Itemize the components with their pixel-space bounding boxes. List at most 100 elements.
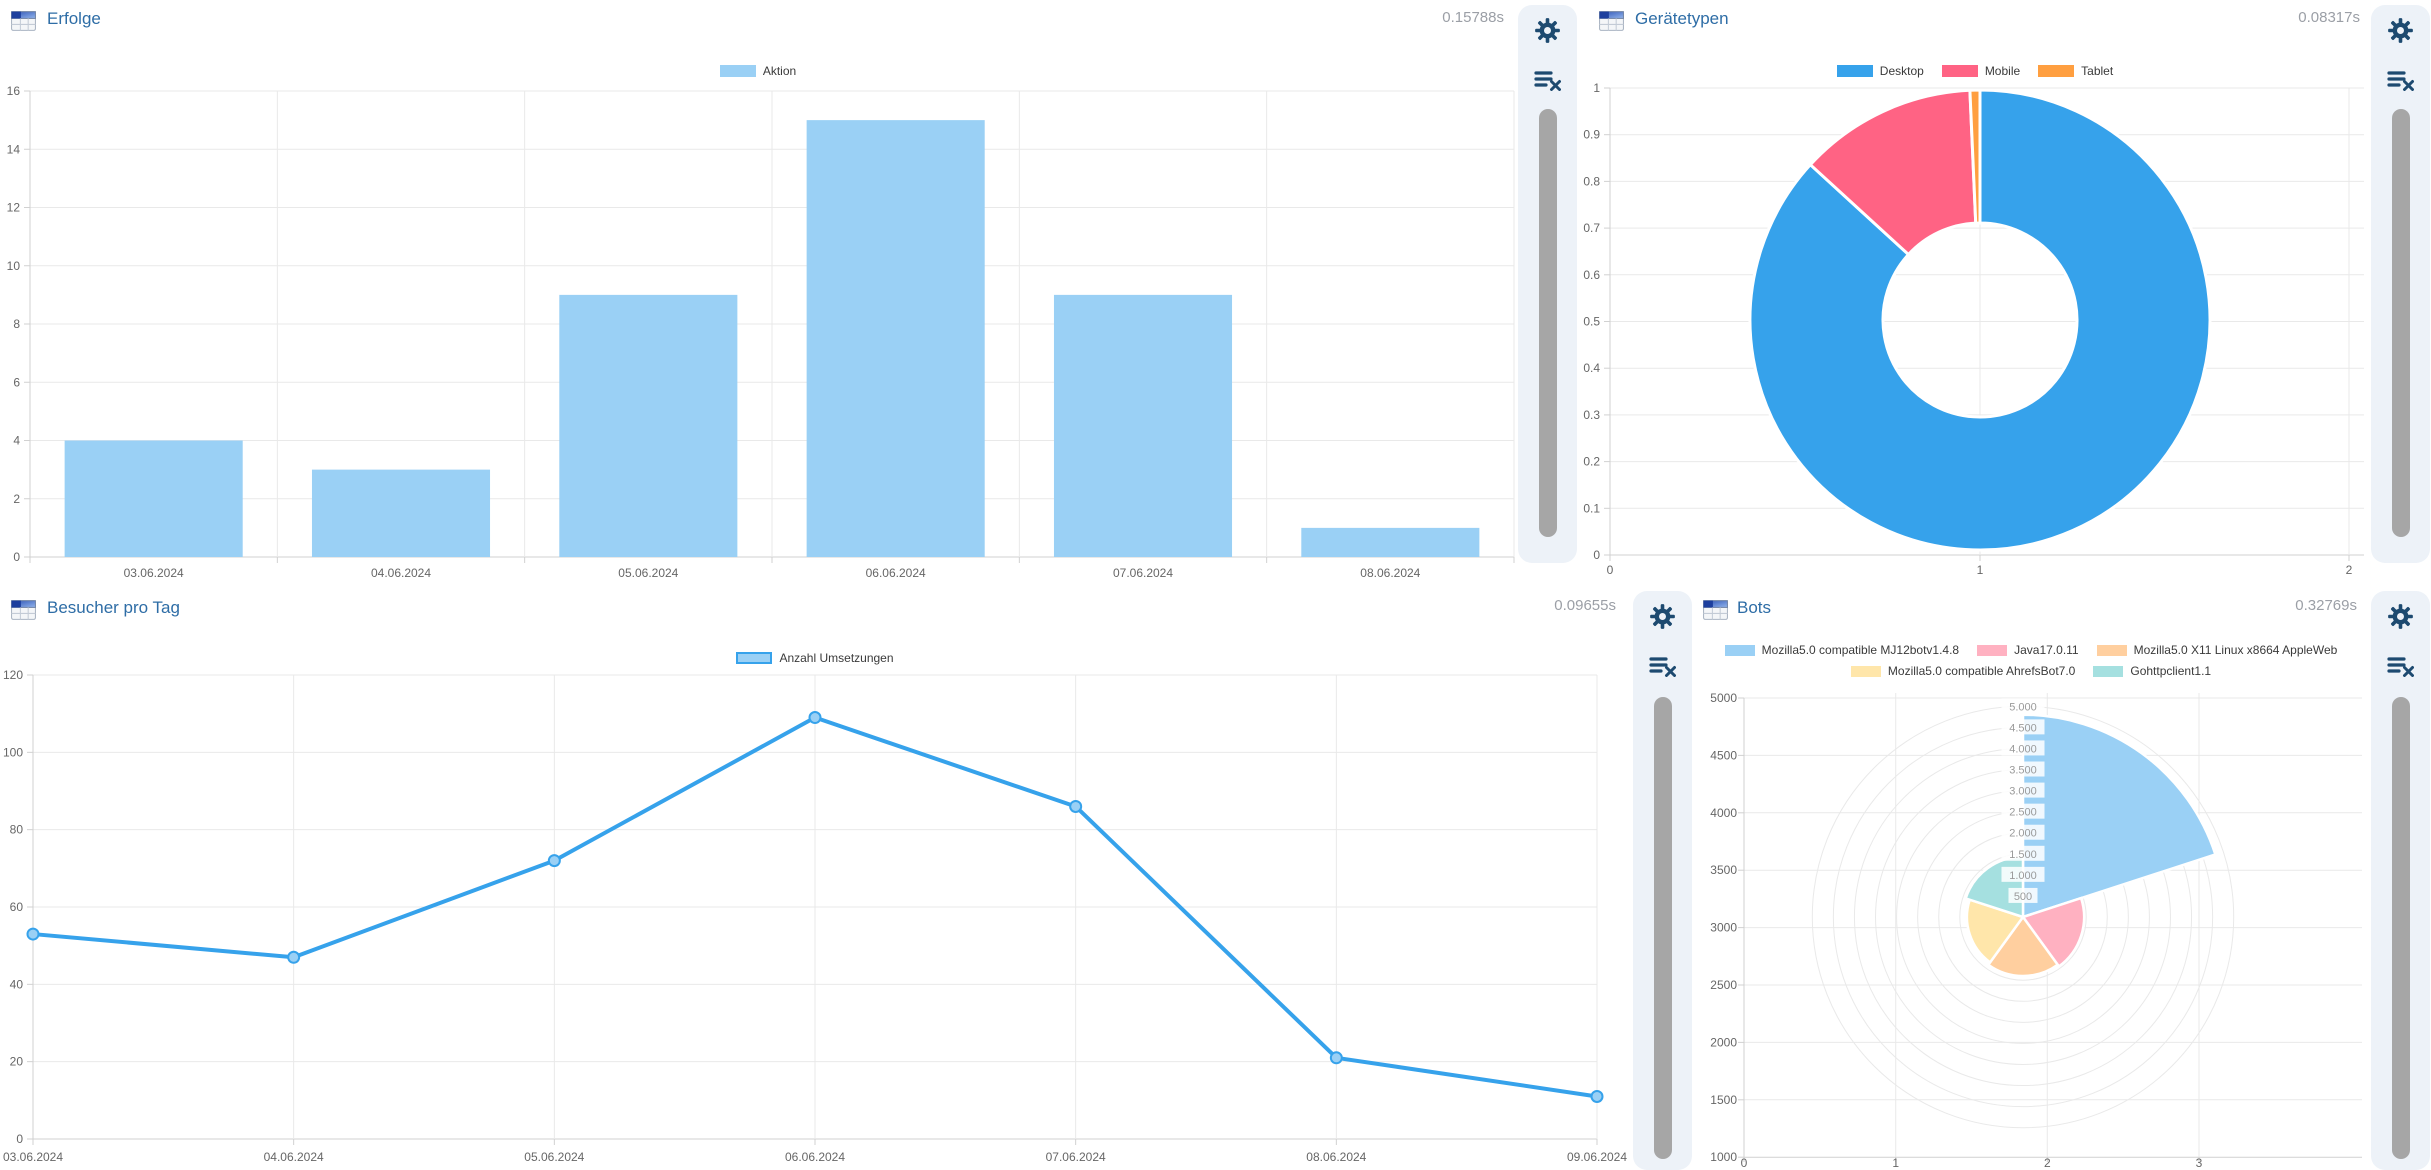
- svg-text:0.9: 0.9: [1583, 128, 1600, 142]
- legend-label: Desktop: [1879, 64, 1924, 78]
- panel-scrollbar[interactable]: [1653, 697, 1672, 1159]
- svg-text:100: 100: [3, 745, 23, 759]
- svg-text:1: 1: [1593, 81, 1600, 95]
- svg-text:4000: 4000: [1710, 806, 1737, 820]
- svg-text:2.000: 2.000: [2009, 828, 2037, 840]
- chart-legend: Mozilla5.0 compatible MJ12botv1.4.8 Java1…: [1701, 643, 2361, 678]
- svg-text:3.500: 3.500: [2009, 765, 2037, 777]
- legend-swatch: [719, 65, 756, 77]
- legend-swatch: [1941, 65, 1978, 77]
- legend-item[interactable]: Mozilla5.0 compatible MJ12botv1.4.8: [1724, 643, 1960, 657]
- clear-filter-button[interactable]: [2387, 70, 2414, 91]
- svg-text:08.06.2024: 08.06.2024: [1306, 1150, 1366, 1164]
- gear-icon: [2387, 17, 2414, 44]
- svg-text:09.06.2024: 09.06.2024: [1567, 1150, 1627, 1164]
- svg-text:2000: 2000: [1710, 1035, 1737, 1049]
- svg-text:4.000: 4.000: [2009, 743, 2037, 755]
- legend-swatch: [2038, 65, 2075, 77]
- legend-item[interactable]: Aktion: [719, 64, 796, 78]
- doughnut-chart[interactable]: 1 0.9 0.8 0.7 0.6 0.5 0.4 0.3 0.2 0.1 00 1 2: [1580, 80, 2370, 585]
- svg-text:1: 1: [1892, 1156, 1899, 1170]
- clear-filter-button[interactable]: [1649, 656, 1676, 677]
- render-time-badge: 0.32769s: [2295, 597, 2357, 614]
- svg-text:05.06.2024: 05.06.2024: [618, 566, 678, 580]
- legend-label: Mozilla5.0 compatible MJ12botv1.4.8: [1761, 643, 1960, 657]
- gear-icon: [2387, 603, 2414, 630]
- svg-text:2500: 2500: [1710, 978, 1737, 992]
- legend-item[interactable]: Tablet: [2038, 64, 2113, 78]
- svg-text:06.06.2024: 06.06.2024: [785, 1150, 845, 1164]
- legend-label: Tablet: [2081, 64, 2114, 78]
- svg-text:0: 0: [13, 550, 20, 564]
- svg-text:3000: 3000: [1710, 921, 1737, 935]
- svg-text:5000: 5000: [1710, 691, 1737, 705]
- scrollbar-thumb[interactable]: [2391, 109, 2410, 537]
- panel-scrollbar[interactable]: [2391, 697, 2410, 1159]
- svg-text:03.06.2024: 03.06.2024: [124, 566, 184, 580]
- legend-item[interactable]: Mozilla5.0 compatible AhrefsBot7.0: [1850, 664, 2076, 678]
- gear-icon: [1649, 603, 1676, 630]
- legend-item[interactable]: Desktop: [1836, 64, 1924, 78]
- svg-text:6: 6: [13, 375, 20, 389]
- panel-title: Bots: [1737, 598, 1772, 617]
- svg-text:500: 500: [2014, 891, 2032, 903]
- svg-text:1: 1: [1977, 563, 1984, 577]
- legend-label: Java17.0.11: [2014, 643, 2079, 657]
- panel-title: Erfolge: [47, 9, 101, 28]
- legend-swatch: [1977, 644, 2008, 656]
- table-icon: [10, 8, 37, 33]
- svg-text:0.5: 0.5: [1583, 315, 1600, 329]
- clear-filter-button[interactable]: [1534, 70, 1561, 91]
- svg-text:0.1: 0.1: [1583, 501, 1600, 515]
- legend-label: Mozilla5.0 compatible AhrefsBot7.0: [1887, 664, 2076, 678]
- legend-item[interactable]: Java17.0.11: [1977, 643, 2079, 657]
- legend-item[interactable]: Mobile: [1941, 64, 2020, 78]
- scrollbar-thumb[interactable]: [1538, 109, 1557, 537]
- settings-gear-button[interactable]: [1649, 603, 1676, 630]
- legend-swatch: [2093, 665, 2124, 677]
- bar-chart[interactable]: 0 2 4 6 8 10 12 14 16 03.06.2024 04.06.2024 05.06.2…: [0, 80, 1516, 592]
- scrollbar-thumb[interactable]: [1653, 697, 1672, 1159]
- svg-text:0.6: 0.6: [1583, 268, 1600, 282]
- svg-text:0.3: 0.3: [1583, 408, 1600, 422]
- line-chart[interactable]: 0 20 40 60 80 100 120 03.06.2024 04.06.2024 05.06…: [0, 665, 1630, 1170]
- svg-text:1000: 1000: [1710, 1150, 1737, 1164]
- settings-gear-button[interactable]: [2387, 603, 2414, 630]
- settings-gear-button[interactable]: [1534, 17, 1561, 44]
- svg-text:05.06.2024: 05.06.2024: [524, 1150, 584, 1164]
- render-time-badge: 0.08317s: [2298, 9, 2360, 26]
- svg-text:0.7: 0.7: [1583, 221, 1600, 235]
- panel-title: Besucher pro Tag: [47, 598, 180, 617]
- svg-text:8: 8: [13, 317, 20, 331]
- svg-text:04.06.2024: 04.06.2024: [371, 566, 431, 580]
- panel-scrollbar[interactable]: [1538, 109, 1557, 537]
- svg-text:20: 20: [10, 1055, 24, 1069]
- chart-legend: Aktion: [0, 64, 1516, 78]
- svg-text:16: 16: [7, 84, 21, 98]
- legend-swatch: [1836, 65, 1873, 77]
- svg-text:5.000: 5.000: [2009, 701, 2037, 713]
- svg-text:60: 60: [10, 900, 24, 914]
- legend-item[interactable]: Anzahl Umsetzungen: [736, 651, 894, 665]
- svg-text:04.06.2024: 04.06.2024: [264, 1150, 324, 1164]
- legend-item[interactable]: Gohttpclient1.1: [2093, 664, 2211, 678]
- legend-swatch: [1724, 644, 1755, 656]
- scrollbar-thumb[interactable]: [2391, 697, 2410, 1159]
- svg-text:4500: 4500: [1710, 748, 1737, 762]
- panel-toolbar: [2371, 5, 2430, 563]
- panel-toolbar: [2371, 591, 2430, 1170]
- panel-scrollbar[interactable]: [2391, 109, 2410, 537]
- svg-text:0: 0: [16, 1132, 23, 1146]
- settings-gear-button[interactable]: [2387, 17, 2414, 44]
- legend-label: Mozilla5.0 X11 Linux x8664 AppleWeb: [2133, 643, 2338, 657]
- render-time-badge: 0.09655s: [1554, 597, 1616, 614]
- legend-item[interactable]: Mozilla5.0 X11 Linux x8664 AppleWeb: [2096, 643, 2338, 657]
- panel-erfolge: Erfolge 0.15788s Aktion 0 2 4 6 8 10 12 14 16 03.…: [0, 0, 1516, 585]
- table-icon: [10, 597, 37, 622]
- legend-swatch: [736, 652, 773, 664]
- svg-text:0: 0: [1607, 563, 1614, 577]
- clear-filter-button[interactable]: [2387, 656, 2414, 677]
- render-time-badge: 0.15788s: [1442, 9, 1504, 26]
- panel-besucher-pro-tag: Besucher pro Tag 0.09655s Anzahl Umsetzu…: [0, 585, 1630, 1170]
